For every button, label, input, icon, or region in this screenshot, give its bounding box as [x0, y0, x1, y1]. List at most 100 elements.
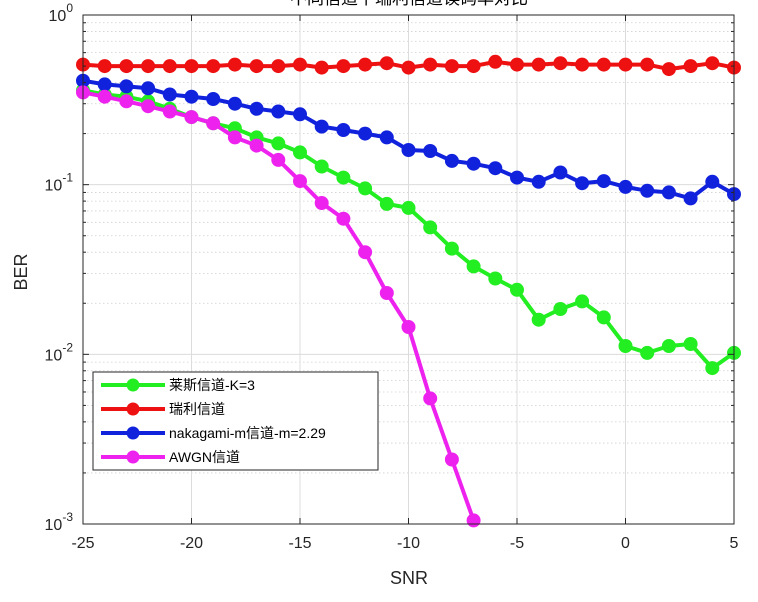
data-point [271, 152, 286, 167]
y-tick-label: 10-2 [45, 340, 74, 364]
data-point [444, 153, 459, 168]
data-point [596, 57, 611, 72]
data-point [466, 513, 481, 528]
data-point [293, 107, 307, 122]
data-point [293, 174, 307, 189]
data-point [661, 339, 676, 353]
x-tick-label: 0 [621, 535, 630, 552]
data-point [97, 89, 112, 104]
data-point [141, 81, 156, 96]
data-point [618, 179, 633, 194]
data-point [97, 77, 112, 92]
legend-box [92, 371, 379, 471]
data-point [119, 59, 134, 74]
chart-title: 不同信道下瑞利信道误码率对比 [290, 0, 528, 8]
data-point [683, 59, 698, 74]
data-point [271, 59, 286, 74]
data-point [358, 181, 373, 196]
legend: 莱斯信道-K=3 瑞利信道 nakagami-m信道-m=2.29 AWGN信道 [92, 371, 379, 471]
data-point [358, 57, 373, 72]
legend-marker [126, 426, 140, 440]
data-point [97, 59, 112, 74]
data-point [379, 56, 394, 71]
data-point [531, 57, 546, 72]
data-point [401, 320, 416, 334]
y-tick-base: 10 [45, 347, 63, 364]
legend-label: nakagami-m信道-m=2.29 [169, 425, 326, 441]
data-point [379, 196, 394, 211]
data-point [379, 130, 394, 145]
data-point [184, 59, 199, 74]
legend-marker [126, 450, 140, 464]
data-point [553, 56, 568, 71]
data-point [249, 101, 264, 116]
data-point [206, 116, 221, 131]
x-tick-label: 5 [730, 535, 739, 552]
data-point [336, 123, 351, 137]
x-tick-label: -25 [71, 535, 94, 552]
data-point [444, 241, 459, 256]
series-group [76, 54, 741, 528]
data-point [596, 174, 611, 189]
y-tick-exponent: -2 [62, 340, 73, 354]
legend-label: AWGN信道 [169, 449, 240, 465]
data-point [575, 176, 590, 191]
data-point [488, 271, 503, 286]
data-point [596, 310, 611, 325]
series-2 [76, 73, 741, 206]
data-point [553, 165, 568, 180]
data-point [271, 136, 286, 151]
data-point [184, 89, 199, 104]
data-point [705, 56, 720, 71]
data-point [640, 57, 655, 72]
x-axis-label: SNR [390, 568, 428, 588]
data-point [683, 337, 698, 351]
data-point [119, 94, 134, 109]
y-tick-base: 10 [45, 517, 63, 534]
data-point [401, 200, 416, 215]
data-point [423, 391, 438, 406]
y-tick-exponent: -3 [62, 510, 73, 524]
legend-marker [126, 402, 140, 416]
data-point [575, 294, 590, 309]
data-point [618, 57, 633, 72]
data-point [618, 339, 633, 353]
data-point [683, 191, 698, 206]
y-axis-label: BER [11, 253, 31, 290]
data-point [162, 104, 177, 119]
y-tick-base: 10 [49, 8, 67, 25]
y-tick-label: 100 [49, 1, 74, 25]
data-point [510, 170, 524, 185]
legend-marker [126, 378, 140, 392]
y-tick-base: 10 [45, 178, 63, 195]
data-point [227, 130, 242, 145]
data-point [640, 183, 655, 198]
data-point [314, 196, 329, 210]
data-point [510, 282, 524, 297]
data-point [227, 96, 242, 111]
y-tick-exponent: -1 [62, 171, 73, 185]
data-point [206, 59, 221, 74]
x-tick-label: -5 [510, 535, 524, 552]
data-point [293, 145, 307, 160]
data-point [314, 159, 329, 174]
legend-label: 瑞利信道 [169, 401, 225, 417]
data-point [141, 99, 156, 114]
x-tick-label: -20 [180, 535, 203, 552]
data-point [271, 104, 286, 119]
data-point [423, 57, 438, 72]
data-point [162, 87, 177, 102]
data-point [640, 345, 655, 360]
series-1 [76, 54, 741, 77]
data-point [423, 220, 438, 235]
data-point [510, 57, 524, 72]
data-point [423, 144, 438, 158]
x-tick-label: -10 [397, 535, 420, 552]
data-point [379, 286, 394, 300]
data-point [358, 245, 373, 260]
data-point [661, 185, 676, 200]
data-point [466, 156, 481, 171]
data-point [249, 138, 264, 153]
series-3 [76, 85, 481, 528]
data-point [444, 59, 459, 74]
